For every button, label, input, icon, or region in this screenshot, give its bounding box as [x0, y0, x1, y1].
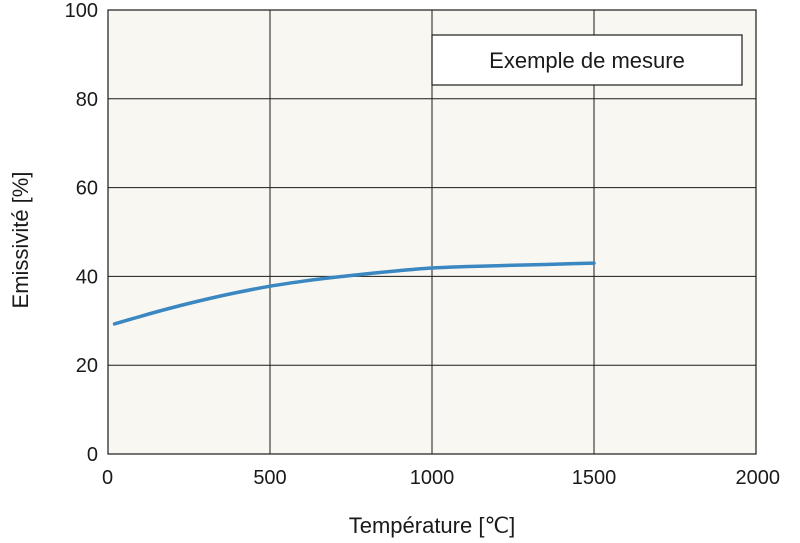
- x-axis-title: Température [℃]: [349, 513, 516, 538]
- y-axis-title: Emissivité [%]: [8, 172, 33, 309]
- y-tick-label: 60: [76, 178, 98, 200]
- y-tick-label: 100: [65, 0, 98, 22]
- x-tick-label: 2000: [736, 467, 781, 489]
- y-tick-label: 20: [76, 355, 98, 377]
- annotation-box: Exemple de mesure: [431, 34, 743, 86]
- y-axis-ticks: 0 20 40 60 80 100: [65, 0, 98, 466]
- x-axis-ticks: 0 500 1000 1500 2000: [102, 467, 780, 489]
- y-tick-label: 0: [87, 444, 98, 466]
- x-tick-label: 1500: [572, 467, 617, 489]
- x-tick-label: 0: [102, 467, 113, 489]
- annotation-frame: [431, 34, 743, 86]
- annotation-label: Exemple de mesure: [489, 48, 685, 73]
- plot-frame: [107, 9, 757, 455]
- y-tick-label: 80: [76, 89, 98, 111]
- y-tick-label: 40: [76, 266, 98, 288]
- series-line-emissivity: [112, 261, 596, 326]
- x-tick-label: 1000: [410, 467, 455, 489]
- x-tick-label: 500: [253, 467, 286, 489]
